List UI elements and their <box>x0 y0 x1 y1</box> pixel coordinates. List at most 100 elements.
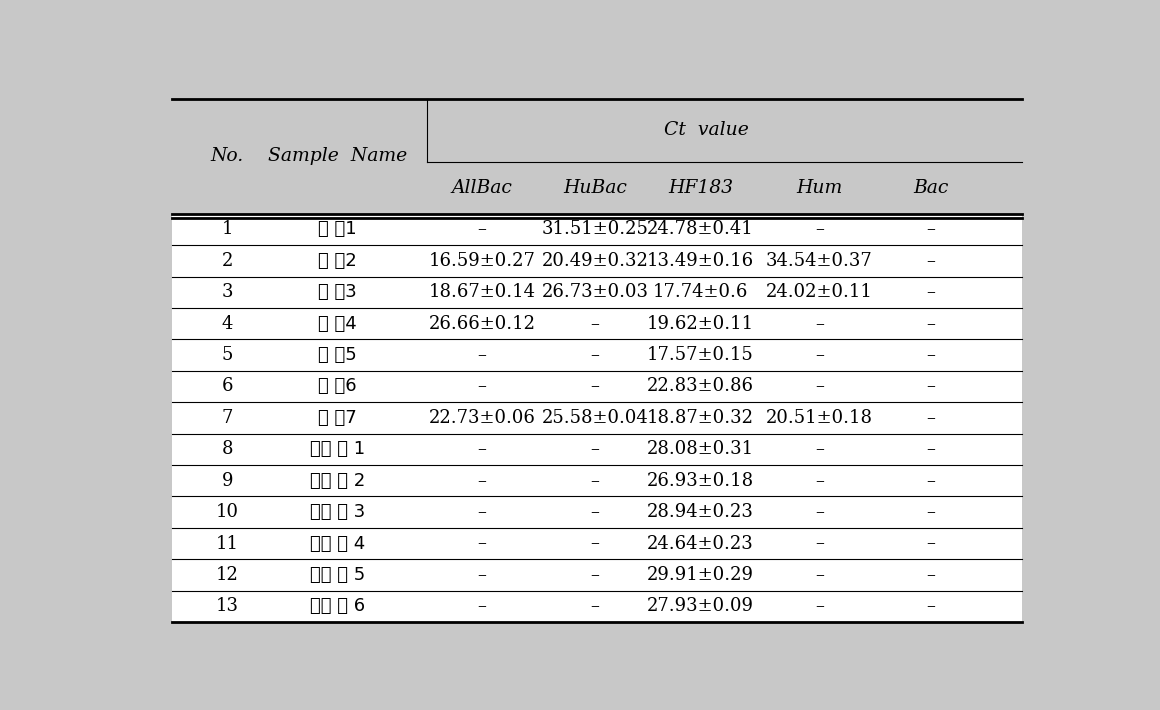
Text: –: – <box>590 503 600 521</box>
Text: 4: 4 <box>222 315 233 332</box>
Text: 13: 13 <box>216 597 239 616</box>
Text: 분 별1: 분 별1 <box>318 220 357 239</box>
Text: 22.83±0.86: 22.83±0.86 <box>647 378 754 395</box>
Text: –: – <box>478 220 486 239</box>
Text: –: – <box>590 346 600 364</box>
Text: –: – <box>590 440 600 458</box>
Text: No.: No. <box>211 147 244 165</box>
Text: 하천 수 6: 하천 수 6 <box>310 597 365 616</box>
Text: –: – <box>814 566 824 584</box>
Text: –: – <box>478 346 486 364</box>
Text: 1: 1 <box>222 220 233 239</box>
Text: –: – <box>926 535 935 552</box>
Text: AllBac: AllBac <box>451 179 513 197</box>
Text: 2: 2 <box>222 252 233 270</box>
Text: –: – <box>590 566 600 584</box>
Text: –: – <box>814 535 824 552</box>
Text: 26.93±0.18: 26.93±0.18 <box>647 471 754 490</box>
Text: HuBac: HuBac <box>563 179 628 197</box>
Text: –: – <box>926 346 935 364</box>
Text: –: – <box>926 471 935 490</box>
Text: –: – <box>814 378 824 395</box>
Text: 5: 5 <box>222 346 233 364</box>
Text: 17.57±0.15: 17.57±0.15 <box>647 346 754 364</box>
Text: 하천 수 2: 하천 수 2 <box>310 471 365 490</box>
Text: Ct  value: Ct value <box>664 121 748 139</box>
Text: 분 별2: 분 별2 <box>318 252 357 270</box>
Text: –: – <box>814 597 824 616</box>
Text: 3: 3 <box>222 283 233 301</box>
Text: –: – <box>590 315 600 332</box>
Text: 28.94±0.23: 28.94±0.23 <box>647 503 754 521</box>
Text: 8: 8 <box>222 440 233 458</box>
Text: 20.51±0.18: 20.51±0.18 <box>766 409 872 427</box>
Text: –: – <box>478 471 486 490</box>
Text: 10: 10 <box>216 503 239 521</box>
Text: 분 별5: 분 별5 <box>318 346 357 364</box>
Text: 22.73±0.06: 22.73±0.06 <box>429 409 536 427</box>
Text: 31.51±0.25: 31.51±0.25 <box>542 220 648 239</box>
Text: –: – <box>814 220 824 239</box>
Text: 하천 수 5: 하천 수 5 <box>310 566 365 584</box>
Text: –: – <box>926 283 935 301</box>
Text: –: – <box>478 440 486 458</box>
Text: 분 별6: 분 별6 <box>318 378 357 395</box>
Text: 7: 7 <box>222 409 233 427</box>
Text: 분 별4: 분 별4 <box>318 315 357 332</box>
Text: 하천 수 1: 하천 수 1 <box>310 440 365 458</box>
Text: –: – <box>926 220 935 239</box>
Text: 28.08±0.31: 28.08±0.31 <box>647 440 754 458</box>
Text: 6: 6 <box>222 378 233 395</box>
Text: –: – <box>926 252 935 270</box>
Text: 18.67±0.14: 18.67±0.14 <box>428 283 536 301</box>
Text: 17.74±0.6: 17.74±0.6 <box>653 283 748 301</box>
Text: Hum: Hum <box>796 179 842 197</box>
Text: –: – <box>478 535 486 552</box>
Text: 하천 수 3: 하천 수 3 <box>310 503 365 521</box>
Text: –: – <box>478 503 486 521</box>
Text: 26.73±0.03: 26.73±0.03 <box>542 283 648 301</box>
Text: 하천 수 4: 하천 수 4 <box>310 535 365 552</box>
Text: 분 별7: 분 별7 <box>318 409 357 427</box>
Text: 24.78±0.41: 24.78±0.41 <box>647 220 754 239</box>
Text: 11: 11 <box>216 535 239 552</box>
Text: –: – <box>478 378 486 395</box>
Text: 24.64±0.23: 24.64±0.23 <box>647 535 754 552</box>
Text: –: – <box>926 440 935 458</box>
Text: –: – <box>814 471 824 490</box>
Text: 12: 12 <box>216 566 239 584</box>
Text: –: – <box>814 315 824 332</box>
Text: –: – <box>590 535 600 552</box>
Text: 19.62±0.11: 19.62±0.11 <box>647 315 754 332</box>
Text: –: – <box>926 566 935 584</box>
Text: 9: 9 <box>222 471 233 490</box>
Text: Sample  Name: Sample Name <box>268 147 407 165</box>
Text: –: – <box>926 409 935 427</box>
Text: –: – <box>814 440 824 458</box>
Text: 26.66±0.12: 26.66±0.12 <box>428 315 536 332</box>
Text: –: – <box>590 378 600 395</box>
Text: –: – <box>926 378 935 395</box>
Text: 27.93±0.09: 27.93±0.09 <box>647 597 754 616</box>
Text: 13.49±0.16: 13.49±0.16 <box>647 252 754 270</box>
Bar <box>172 214 1022 622</box>
Text: –: – <box>478 597 486 616</box>
Text: –: – <box>926 503 935 521</box>
Text: –: – <box>478 566 486 584</box>
Text: –: – <box>926 315 935 332</box>
Text: HF183: HF183 <box>668 179 733 197</box>
Text: 18.87±0.32: 18.87±0.32 <box>647 409 754 427</box>
Text: 16.59±0.27: 16.59±0.27 <box>429 252 536 270</box>
Text: 34.54±0.37: 34.54±0.37 <box>766 252 872 270</box>
Text: 분 별3: 분 별3 <box>318 283 357 301</box>
Text: –: – <box>926 597 935 616</box>
Text: 25.58±0.04: 25.58±0.04 <box>542 409 648 427</box>
Text: –: – <box>590 471 600 490</box>
Text: –: – <box>590 597 600 616</box>
Text: 24.02±0.11: 24.02±0.11 <box>766 283 872 301</box>
Text: 20.49±0.32: 20.49±0.32 <box>542 252 648 270</box>
Text: Bac: Bac <box>913 179 949 197</box>
Text: –: – <box>814 503 824 521</box>
Text: –: – <box>814 346 824 364</box>
Text: 29.91±0.29: 29.91±0.29 <box>647 566 754 584</box>
